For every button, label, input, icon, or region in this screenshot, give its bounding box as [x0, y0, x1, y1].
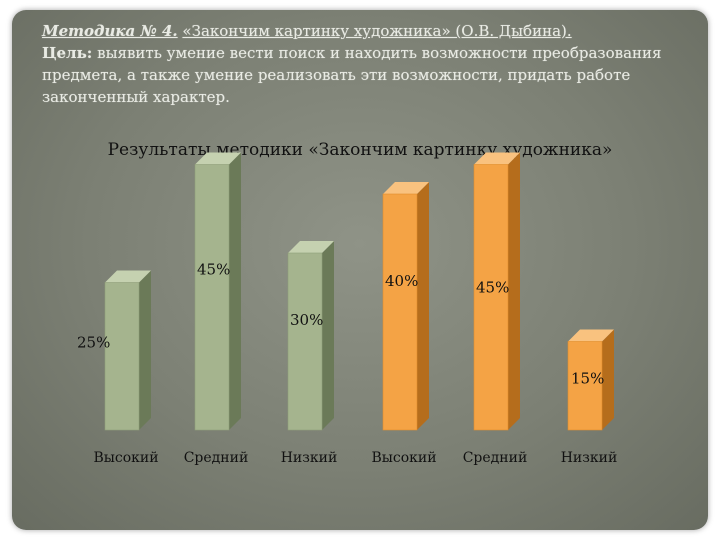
value-label: 45%: [476, 279, 509, 297]
bar-6: [567, 329, 614, 431]
bar-side: [322, 241, 334, 430]
category-label: Высокий: [93, 450, 158, 466]
bar-1: [104, 270, 151, 431]
bar-front: [382, 193, 418, 431]
bar-front: [287, 252, 323, 431]
bar-top: [288, 241, 334, 253]
bar-side: [602, 329, 614, 430]
bar-5: [473, 152, 520, 431]
goal-label: Цель:: [42, 44, 93, 62]
slide: Методика № 4. «Закончим картинку художни…: [12, 10, 708, 530]
bar-side: [508, 152, 520, 430]
value-label: 45%: [197, 261, 230, 279]
bar-side: [417, 182, 429, 430]
value-label: 30%: [290, 311, 323, 329]
bar-side: [139, 270, 151, 430]
category-label: Высокий: [371, 450, 436, 466]
bar-chart: 25% Высокий 45% Средний 30% Низкий 40% Высокий 4…: [77, 152, 618, 466]
category-label: Средний: [184, 450, 249, 466]
method-description: Методика № 4. «Закончим картинку художни…: [42, 20, 672, 108]
bar-front: [104, 282, 140, 431]
bar-top: [383, 182, 429, 194]
goal-text: выявить умение вести поиск и находить во…: [42, 44, 662, 106]
bar-3: [287, 241, 334, 431]
bar-front: [194, 164, 230, 431]
value-label: 15%: [571, 370, 604, 388]
value-label: 25%: [77, 334, 110, 352]
method-label: Методика № 4.: [42, 22, 178, 40]
bar-4: [382, 182, 429, 431]
bar-front: [473, 164, 509, 431]
bar-top: [105, 270, 151, 283]
bar-top: [568, 329, 614, 342]
bar-front: [567, 341, 603, 431]
category-label: Средний: [463, 450, 528, 466]
value-label: 40%: [385, 272, 418, 290]
bar-top: [474, 152, 520, 165]
method-name: «Закончим картинку художника» (О.В. Дыби…: [182, 22, 572, 40]
bar-side: [229, 152, 241, 430]
category-label: Низкий: [561, 450, 618, 466]
bar-2: [194, 152, 241, 431]
bar-top: [195, 152, 241, 165]
category-label: Низкий: [281, 450, 338, 466]
